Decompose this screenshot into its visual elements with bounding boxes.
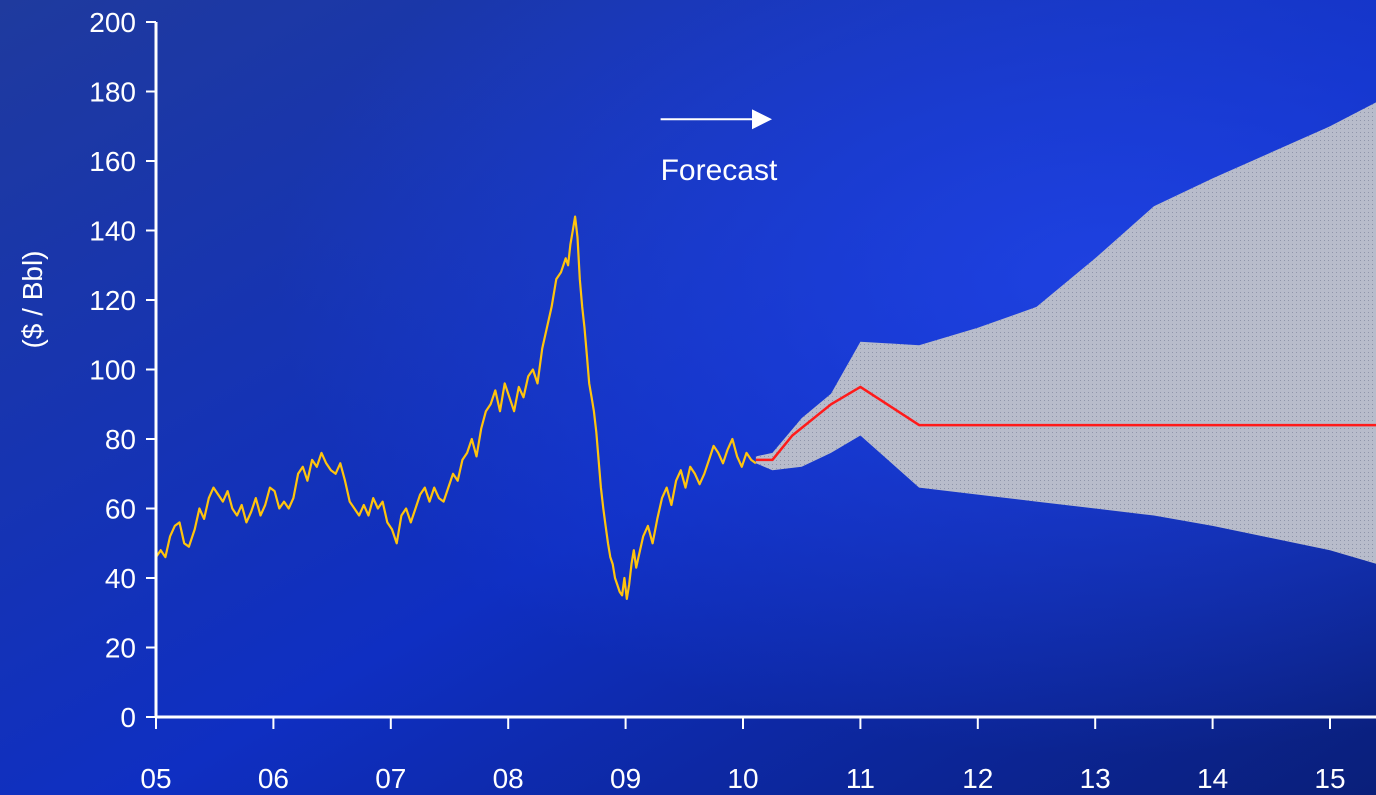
y-tick-label: 200 (89, 7, 136, 38)
y-tick-label: 40 (105, 563, 136, 594)
x-tick-label: 09 (610, 763, 641, 794)
x-tick-label: 07 (375, 763, 406, 794)
y-tick-label: 140 (89, 216, 136, 247)
y-tick-label: 100 (89, 355, 136, 386)
forecast-annotation: Forecast (661, 154, 778, 187)
x-tick-label: 06 (258, 763, 289, 794)
forecast-range-band (755, 102, 1376, 564)
y-tick-label: 20 (105, 633, 136, 664)
x-tick-label: 12 (962, 763, 993, 794)
y-tick-label: 80 (105, 424, 136, 455)
x-tick-label: 10 (727, 763, 758, 794)
x-tick-label: 08 (493, 763, 524, 794)
y-tick-label: 120 (89, 285, 136, 316)
x-tick-label: 13 (1080, 763, 1111, 794)
x-tick-label: 14 (1197, 763, 1228, 794)
y-tick-label: 180 (89, 77, 136, 108)
y-tick-label: 60 (105, 494, 136, 525)
y-tick-label: 0 (120, 702, 136, 733)
x-tick-label: 15 (1314, 763, 1345, 794)
y-axis-label: ($ / Bbl) (17, 250, 48, 348)
x-tick-label: 05 (140, 763, 171, 794)
forecast-price-line (755, 385, 1376, 462)
y-tick-label: 160 (89, 146, 136, 177)
historical-price-line (155, 215, 757, 601)
x-tick-label: 11 (846, 763, 875, 794)
